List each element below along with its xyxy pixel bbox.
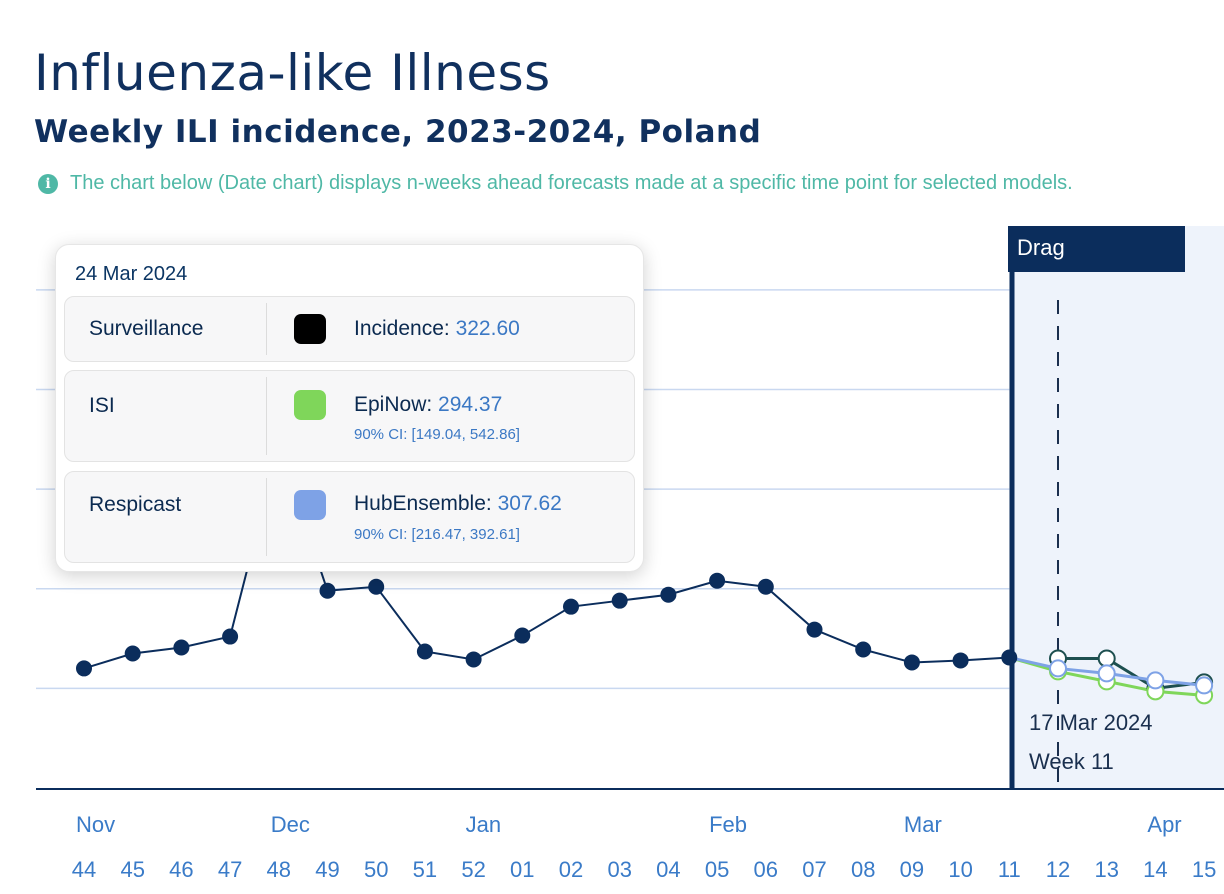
- week-tick-label: 15: [1192, 857, 1216, 882]
- tooltip: 24 Mar 2024 Surveillance Incidence: 322.…: [55, 244, 644, 572]
- tooltip-ci: 90% CI: [216.47, 392.61]: [354, 526, 520, 543]
- info-icon: i: [38, 173, 58, 194]
- week-tick-label: 08: [851, 857, 875, 882]
- forecast-date-label: 17 Mar 2024: [1029, 710, 1153, 735]
- tooltip-ci: 90% CI: [149.04, 542.86]: [354, 426, 520, 443]
- week-tick-label: 11: [998, 857, 1021, 882]
- week-tick-label: 02: [559, 857, 583, 882]
- data-point: [1049, 659, 1067, 678]
- data-point: [1097, 664, 1116, 683]
- legend-swatch: [294, 314, 326, 344]
- week-tick-label: 07: [802, 857, 826, 882]
- tooltip-value: EpiNow: 294.37: [354, 393, 503, 416]
- month-tick-label: Jan: [466, 812, 501, 837]
- tooltip-source: Surveillance: [89, 317, 204, 340]
- data-point: [124, 645, 141, 662]
- data-point: [855, 641, 872, 658]
- series-line: [83, 442, 1010, 670]
- week-tick-label: 04: [656, 857, 680, 882]
- data-point: [319, 582, 336, 599]
- data-point: [757, 578, 774, 595]
- week-tick-label: 46: [169, 857, 193, 882]
- data-point: [1146, 671, 1165, 690]
- legend-swatch: [294, 390, 326, 420]
- week-tick-label: 45: [120, 857, 144, 882]
- data-point: [416, 643, 433, 660]
- series-points: [76, 438, 1214, 705]
- info-note: i The chart below (Date chart) displays …: [38, 172, 1073, 195]
- week-tick-label: 13: [1094, 857, 1118, 882]
- tooltip-row-respicast: Respicast HubEnsemble: 307.62 90% CI: [2…: [64, 471, 635, 563]
- data-point: [76, 660, 92, 677]
- data-point: [563, 598, 579, 615]
- data-point: [660, 586, 677, 603]
- month-tick-label: Apr: [1147, 812, 1181, 837]
- week-tick-label: 03: [607, 857, 631, 882]
- week-tick-label: 44: [72, 857, 96, 882]
- x-axis: 17 Mar 2024 Week 11 Nov Dec Jan Feb Mar Apr 44 45…: [36, 710, 1224, 882]
- week-tick-label: 01: [510, 857, 534, 882]
- tooltip-date: 24 Mar 2024: [75, 263, 188, 285]
- legend-swatch: [294, 490, 326, 520]
- data-point: [1195, 676, 1214, 695]
- forecast-week-label: Week 11: [1029, 749, 1114, 774]
- data-point: [806, 621, 823, 638]
- month-tick-label: Nov: [76, 812, 115, 837]
- month-tick-label: Mar: [904, 812, 942, 837]
- data-point: [1097, 649, 1116, 668]
- drag-zone-bg: [1009, 226, 1224, 788]
- drag-zone: Drag: [1008, 226, 1224, 788]
- data-point: [903, 654, 920, 671]
- week-tick-label: 51: [413, 857, 437, 882]
- week-tick-label: 49: [315, 857, 339, 882]
- data-point: [952, 652, 969, 669]
- data-point: [368, 578, 385, 595]
- week-tick-label: 12: [1046, 857, 1070, 882]
- info-text: The chart below (Date chart) displays n-…: [70, 172, 1073, 194]
- tooltip-row-isi: ISI EpiNow: 294.37 90% CI: [149.04, 542.…: [64, 370, 635, 462]
- tooltip-source: Respicast: [89, 493, 182, 516]
- week-tick-label: 06: [754, 857, 778, 882]
- drag-handle: [1008, 226, 1185, 272]
- data-point: [1001, 649, 1018, 666]
- tooltip-row-surveillance: Surveillance Incidence: 322.60: [64, 296, 635, 362]
- data-point: [173, 639, 190, 656]
- data-point: [465, 651, 482, 668]
- page-subtitle: Weekly ILI incidence, 2023-2024, Poland: [34, 114, 762, 150]
- week-tick-label: 50: [364, 857, 388, 882]
- data-point: [222, 628, 239, 645]
- tooltip-source: ISI: [89, 394, 115, 417]
- series-line: [1058, 656, 1205, 690]
- week-tick-label: 09: [900, 857, 924, 882]
- week-tick-label: 05: [705, 857, 729, 882]
- week-tick-label: 10: [948, 857, 972, 882]
- month-tick-label: Feb: [709, 812, 747, 837]
- drag-label[interactable]: Drag: [1017, 235, 1065, 260]
- tooltip-value: HubEnsemble: 307.62: [354, 492, 562, 515]
- data-point: [514, 627, 531, 644]
- week-tick-label: 14: [1143, 857, 1167, 882]
- tooltip-value: Incidence: 322.60: [354, 317, 520, 340]
- week-tick-label: 52: [461, 857, 485, 882]
- data-point: [709, 572, 726, 589]
- data-point: [611, 592, 628, 609]
- page-title: Influenza-like Illness: [34, 44, 551, 102]
- week-tick-label: 47: [218, 857, 242, 882]
- week-tick-label: 48: [267, 857, 291, 882]
- month-tick-label: Dec: [271, 812, 310, 837]
